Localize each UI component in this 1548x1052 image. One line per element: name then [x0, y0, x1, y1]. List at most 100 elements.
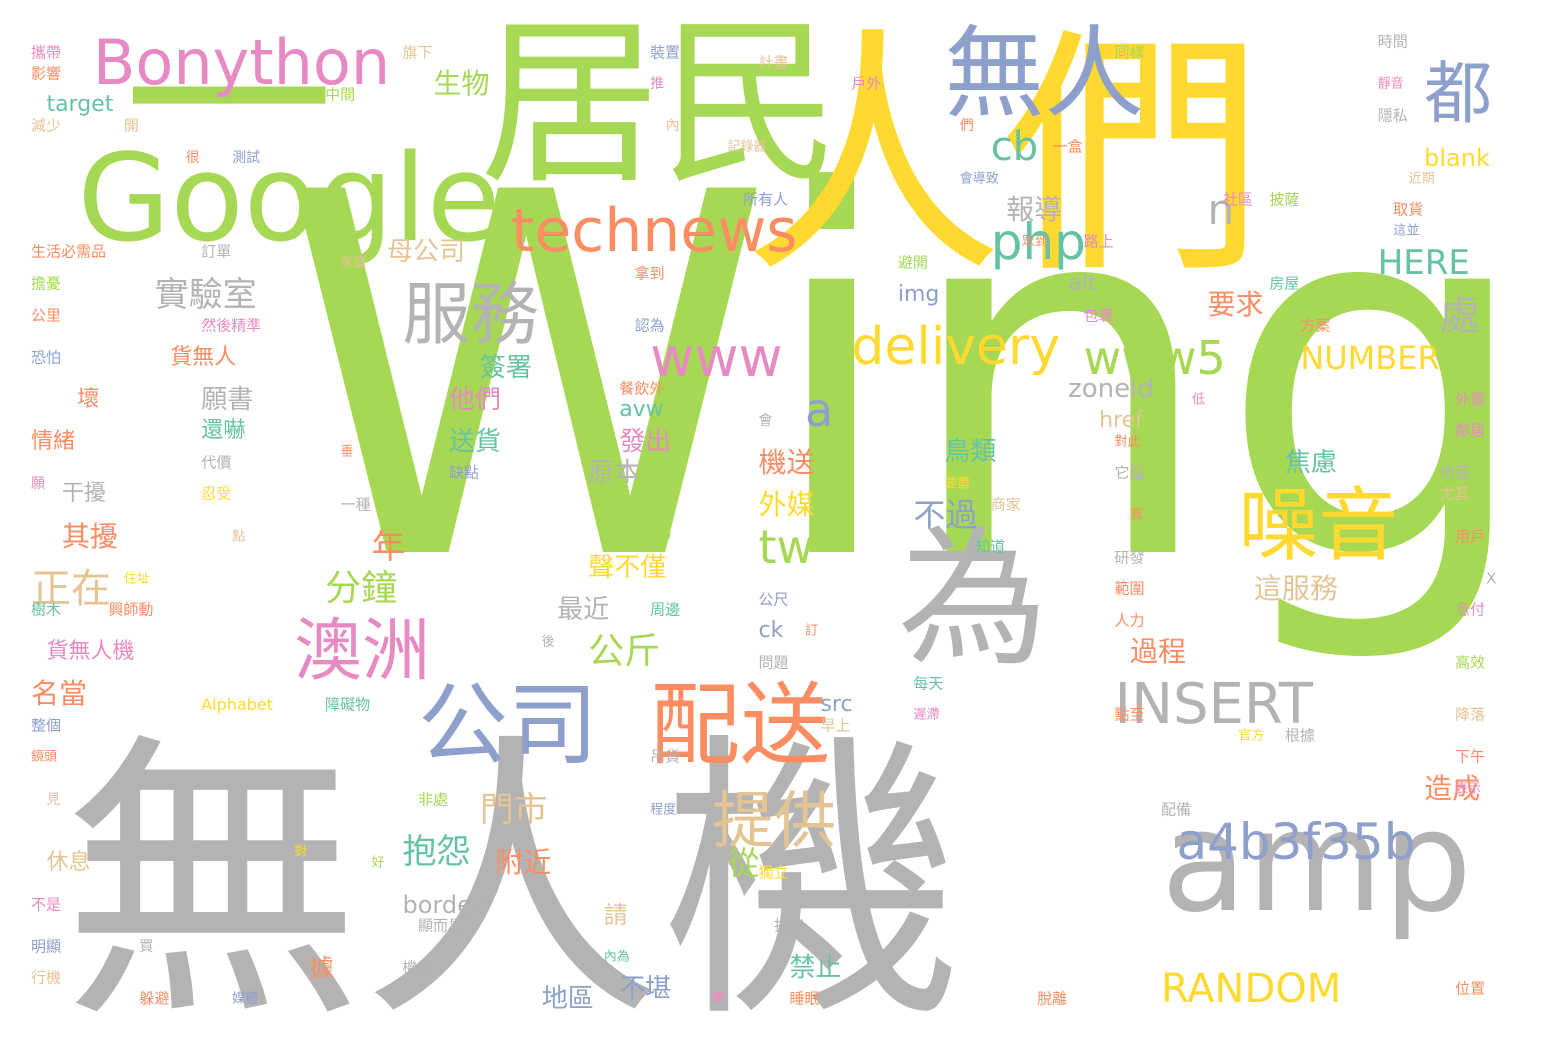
cloud-word: 訂 — [805, 625, 818, 638]
cloud-word: 對此 — [1115, 435, 1141, 448]
cloud-word: 配備 — [1161, 803, 1191, 818]
cloud-word: 遲滯 — [913, 709, 939, 722]
cloud-word: 範圍 — [1115, 582, 1145, 597]
cloud-word: 樹木 — [31, 603, 61, 618]
cloud-word: 公里 — [31, 308, 61, 323]
cloud-word: technews — [511, 201, 798, 261]
cloud-word: NUMBER — [1300, 342, 1439, 374]
cloud-word: 抱怨 — [402, 835, 470, 869]
cloud-word: 攜帶 — [31, 45, 61, 60]
cloud-word: 實驗室 — [155, 278, 257, 312]
cloud-word: 可能 — [604, 509, 672, 543]
cloud-word: 計畫 — [759, 56, 789, 71]
cloud-word: 根據 — [1285, 729, 1315, 744]
cloud-word: 為 — [898, 525, 1048, 675]
cloud-word: 休息 — [46, 852, 90, 874]
cloud-word: 包裹 — [1084, 308, 1114, 323]
cloud-word: 住址 — [124, 572, 150, 585]
cloud-word: 測試 — [232, 151, 260, 165]
cloud-word: 社區 — [1223, 192, 1253, 207]
cloud-word: 要盡 — [944, 477, 970, 490]
cloud-word: 用戶 — [1455, 529, 1485, 544]
cloud-word: 推 — [650, 77, 664, 91]
cloud-word: border — [402, 893, 481, 917]
cloud-word: 無人機 — [62, 734, 962, 1034]
cloud-word: 處 — [1440, 296, 1480, 336]
cloud-word: 發出 — [619, 429, 671, 455]
cloud-word: 提供 — [712, 790, 836, 852]
cloud-word: 開 — [124, 119, 139, 134]
cloud-word: 不是 — [31, 897, 61, 912]
cloud-word: 行機 — [31, 971, 61, 986]
cloud-word: 減少 — [31, 119, 61, 134]
cloud-word: HERE — [1378, 246, 1470, 280]
cloud-word: 更 — [712, 993, 725, 1006]
cloud-word: 商家 — [991, 497, 1021, 512]
cloud-word: href — [1099, 410, 1143, 432]
cloud-word: avw — [619, 399, 664, 421]
cloud-word: 澳洲 — [294, 618, 430, 686]
cloud-word: 機重 — [402, 960, 432, 975]
cloud-word: 睡眠 — [789, 992, 819, 1007]
cloud-word: 裝置 — [650, 45, 680, 60]
cloud-word: 外賣 — [1455, 392, 1485, 407]
cloud-word: 記錄器 — [728, 141, 767, 154]
cloud-word: 明顯 — [31, 939, 61, 954]
cloud-word: 還嚇 — [201, 420, 245, 442]
cloud-word: zoneid — [1068, 376, 1154, 402]
cloud-word: 然後精準 — [201, 319, 261, 334]
cloud-word: 不過 — [913, 499, 977, 531]
cloud-word: www — [650, 331, 783, 385]
cloud-word: 都 — [1424, 61, 1492, 129]
cloud-word: src — [820, 694, 852, 716]
cloud-word: 其擾 — [62, 523, 118, 551]
cloud-word: 噪音 — [1238, 486, 1398, 566]
cloud-word: 研發 — [1115, 550, 1145, 565]
cloud-word: 房屋 — [1269, 277, 1299, 292]
cloud-word: 機送 — [759, 449, 815, 477]
cloud-word: 問題 — [759, 655, 789, 670]
cloud-word: 們 — [960, 119, 974, 133]
cloud-word: 影響 — [31, 66, 61, 81]
cloud-word: 下午 — [1455, 750, 1485, 765]
cloud-word: 過程 — [1130, 638, 1186, 666]
cloud-word: 躲避 — [139, 992, 169, 1007]
cloud-word: X — [1486, 571, 1496, 586]
cloud-word: 對 — [294, 846, 307, 859]
cloud-word: 後 — [542, 635, 555, 648]
cloud-word: 拿到 — [635, 266, 665, 281]
cloud-word: 母公司 — [387, 239, 465, 265]
cloud-word: 忍受 — [201, 487, 231, 502]
cloud-word: 地區 — [542, 986, 594, 1012]
cloud-word: 所有人 — [743, 192, 788, 207]
cloud-word: ck — [759, 620, 784, 642]
cloud-word: 地面 — [1440, 466, 1470, 481]
cloud-word: 降落 — [1455, 708, 1485, 723]
cloud-word: 避開 — [898, 256, 928, 271]
cloud-word: 取貨 — [1393, 203, 1423, 218]
cloud-word: 願書 — [201, 387, 253, 413]
cloud-word: 垂 — [341, 446, 354, 459]
cloud-word: 年 — [372, 530, 406, 564]
cloud-word: alt — [1068, 273, 1096, 295]
cloud-word: 會導致 — [960, 172, 999, 185]
cloud-word: 表示 — [1455, 783, 1481, 796]
cloud-word: 寬 — [1130, 509, 1143, 522]
cloud-word: 眾到 — [1022, 235, 1048, 248]
cloud-word: 會 — [759, 414, 773, 428]
cloud-word: 點 — [232, 530, 245, 543]
cloud-word: 賣 — [1300, 288, 1313, 301]
cloud-word: 旗下 — [402, 45, 432, 60]
cloud-word: RANDOM — [1161, 969, 1341, 1009]
cloud-word: 早上 — [820, 718, 850, 733]
cloud-word: 意付 — [1455, 603, 1485, 618]
cloud-word: 隱私 — [1378, 108, 1408, 123]
cloud-word: 非處 — [418, 792, 448, 807]
cloud-word: 送 — [960, 284, 982, 306]
cloud-word: 公斤 — [588, 634, 660, 670]
cloud-word: 生物 — [433, 70, 489, 98]
cloud-word: 據 — [310, 956, 334, 980]
cloud-word: tw — [759, 524, 815, 570]
cloud-word: 附近 — [495, 849, 551, 877]
cloud-word: 恐怕 — [31, 350, 61, 365]
